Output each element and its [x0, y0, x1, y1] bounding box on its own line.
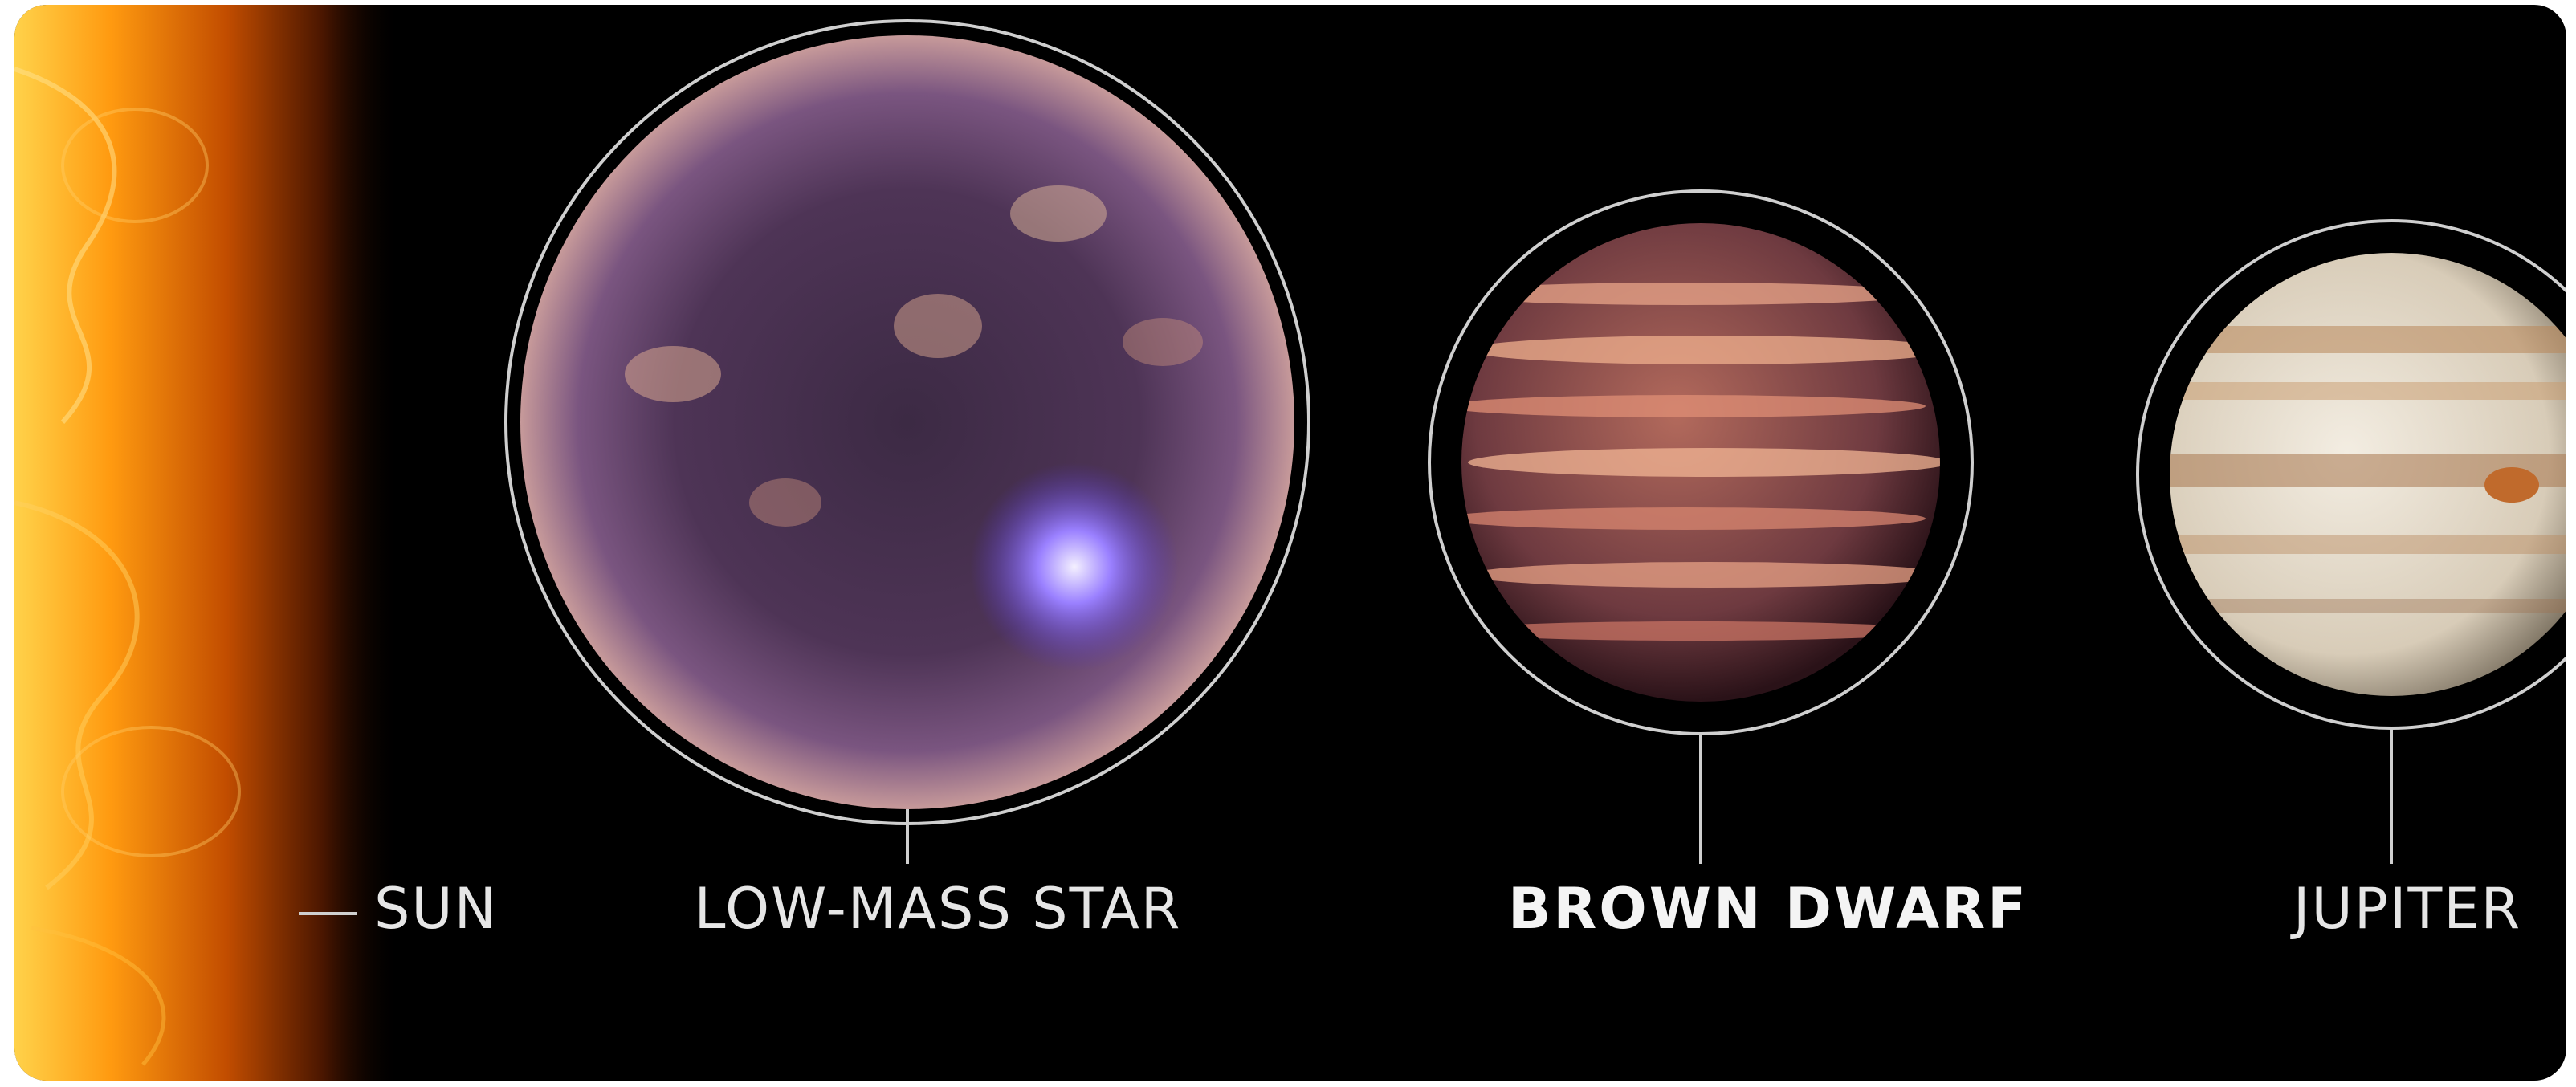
sun-label: SUN	[374, 876, 499, 942]
sun-leader-line	[299, 912, 357, 915]
brown-dwarf-label: BROWN DWARF	[1508, 876, 2028, 942]
low-mass-star-label: LOW-MASS STAR	[694, 876, 1182, 942]
jupiter-graphic	[2136, 219, 2566, 864]
brown-dwarf-graphic	[1428, 189, 1974, 864]
low-mass-star-graphic	[504, 19, 1310, 864]
jupiter-label: JUPITER	[2293, 876, 2522, 942]
sun-graphic	[14, 5, 400, 1081]
celestial-comparison-illustration	[14, 5, 2566, 1081]
image-frame: SUN LOW-MASS STAR BROWN DWARF JUPITER	[14, 5, 2566, 1081]
